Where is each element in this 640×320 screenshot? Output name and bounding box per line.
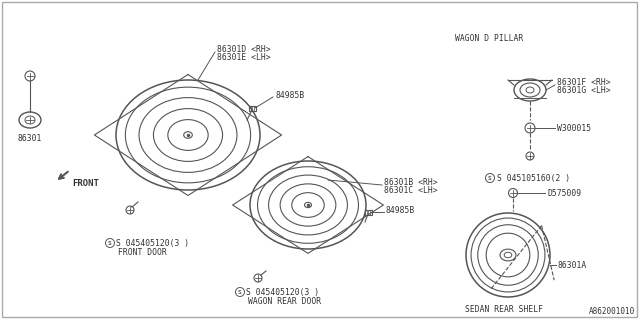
Text: 86301F <RH>: 86301F <RH> <box>557 77 611 86</box>
Text: S 045405120(3 ): S 045405120(3 ) <box>246 287 319 297</box>
Text: WAGON REAR DOOR: WAGON REAR DOOR <box>248 297 321 306</box>
Text: S: S <box>488 175 492 180</box>
Text: 84985B: 84985B <box>386 205 415 214</box>
Text: 86301E <LH>: 86301E <LH> <box>217 52 271 61</box>
Text: 86301A: 86301A <box>558 260 588 269</box>
Text: 86301C <LH>: 86301C <LH> <box>384 186 438 195</box>
Text: WAGON D PILLAR: WAGON D PILLAR <box>455 34 524 43</box>
Text: S: S <box>238 290 242 294</box>
Text: FRONT DOOR: FRONT DOOR <box>118 247 167 257</box>
Text: 86301: 86301 <box>18 133 42 142</box>
Text: 84985B: 84985B <box>275 91 304 100</box>
Text: 86301B <RH>: 86301B <RH> <box>384 178 438 187</box>
Bar <box>365 210 371 214</box>
Text: 86301D <RH>: 86301D <RH> <box>217 44 271 53</box>
Text: S: S <box>108 241 112 245</box>
Text: 86301G <LH>: 86301G <LH> <box>557 85 611 94</box>
Text: FRONT: FRONT <box>72 179 99 188</box>
Text: A862001010: A862001010 <box>589 307 635 316</box>
Text: D575009: D575009 <box>547 188 581 197</box>
Text: SEDAN REAR SHELF: SEDAN REAR SHELF <box>465 306 543 315</box>
Text: S 045405120(3 ): S 045405120(3 ) <box>116 238 189 247</box>
Bar <box>248 106 255 110</box>
Text: W300015: W300015 <box>557 124 591 132</box>
Text: S 045105160(2 ): S 045105160(2 ) <box>497 173 570 182</box>
